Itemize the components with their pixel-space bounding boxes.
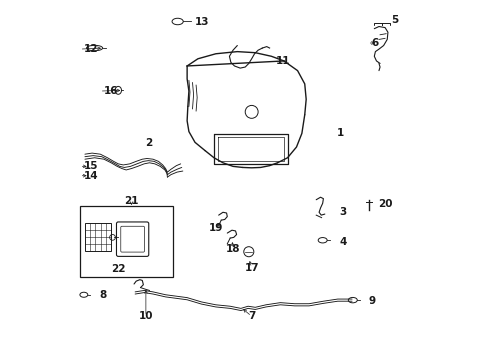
Text: 17: 17 <box>244 263 259 273</box>
Bar <box>85 223 111 251</box>
Text: 12: 12 <box>83 44 98 54</box>
Text: 8: 8 <box>99 291 106 301</box>
Text: 5: 5 <box>391 15 398 26</box>
Text: 18: 18 <box>225 244 240 254</box>
Text: 19: 19 <box>208 224 223 233</box>
Text: 16: 16 <box>104 86 118 96</box>
Text: 10: 10 <box>139 311 153 321</box>
Text: 14: 14 <box>83 171 98 181</box>
Text: 1: 1 <box>336 128 344 138</box>
Text: 13: 13 <box>195 17 209 27</box>
Text: 22: 22 <box>111 264 125 274</box>
Text: 11: 11 <box>276 56 290 66</box>
Text: 3: 3 <box>339 207 346 217</box>
Text: 2: 2 <box>145 139 152 148</box>
Text: 6: 6 <box>371 38 378 48</box>
Text: 15: 15 <box>83 161 98 171</box>
Text: 21: 21 <box>124 196 139 206</box>
Text: 4: 4 <box>339 237 346 247</box>
Text: 20: 20 <box>377 199 391 210</box>
Text: 7: 7 <box>247 311 255 321</box>
Text: 9: 9 <box>367 296 375 306</box>
Bar <box>80 206 172 277</box>
